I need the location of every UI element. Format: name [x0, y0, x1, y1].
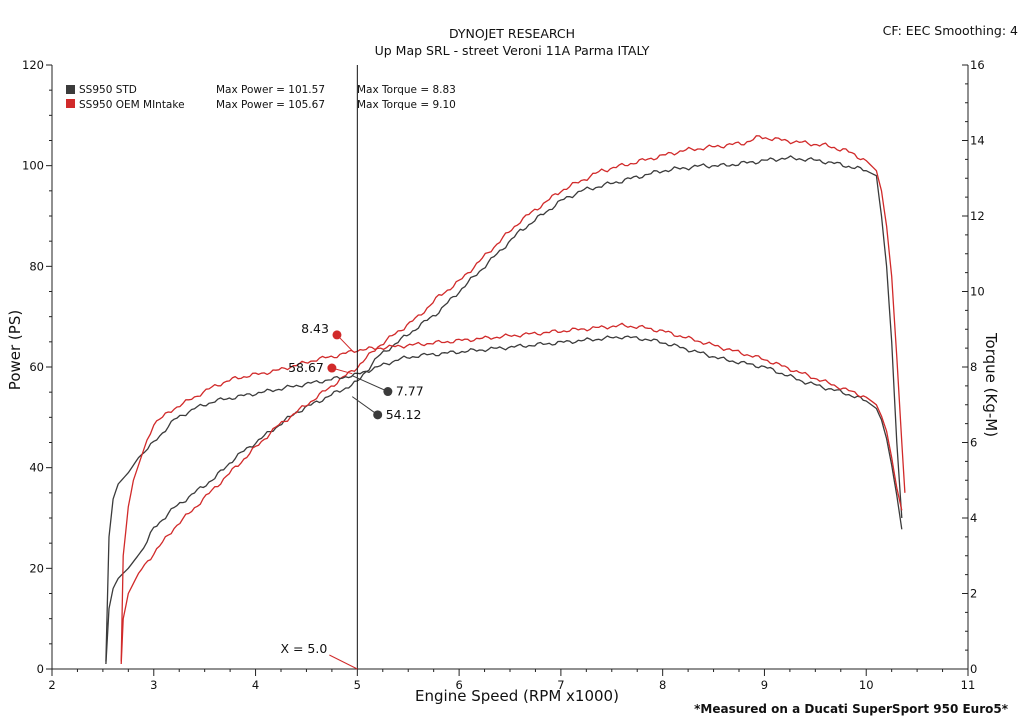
chart-title: DYNOJET RESEARCH	[449, 26, 575, 41]
y-left-tick-label: 100	[22, 159, 44, 173]
annotation-marker	[383, 387, 393, 397]
x-axis-label: Engine Speed (RPM x1000)	[415, 687, 619, 705]
x-tick-label: 5	[354, 678, 361, 692]
legend-swatch-oem	[66, 99, 75, 108]
y-right-tick-label: 12	[970, 209, 985, 223]
y-left-tick-label: 60	[29, 360, 44, 374]
chart-subtitle: Up Map SRL - street Veroni 11A Parma ITA…	[375, 43, 650, 58]
x-tick-label: 7	[557, 678, 564, 692]
legend-name-oem: SS950 OEM MIntake	[79, 99, 185, 111]
y-right-tick-label: 8	[970, 360, 977, 374]
axes	[51, 65, 969, 670]
y-left-tick-label: 0	[37, 662, 44, 676]
y-left-axis-label: Power (PS)	[6, 310, 24, 390]
x-tick-label: 3	[150, 678, 157, 692]
legend-swatch-std	[66, 85, 75, 94]
cursor-label: X = 5.0	[280, 641, 327, 656]
x-tick-label: 9	[761, 678, 768, 692]
y-left-tick-label: 80	[29, 259, 44, 273]
y-right-tick-label: 0	[970, 662, 977, 676]
x-tick-label: 8	[659, 678, 666, 692]
x-ticks: 2 3 4 5 6 7 8 9 10 11	[48, 669, 975, 692]
cursor-layer: X = 5.0	[280, 65, 358, 670]
series-line-std-torque	[105, 335, 903, 662]
x-tick-label: 10	[859, 678, 874, 692]
legend-max-torque-std: Max Torque = 8.83	[357, 84, 456, 96]
y-right-tick-label: 6	[970, 436, 977, 450]
legend-max-torque-oem: Max Torque = 9.10	[357, 99, 456, 111]
annotation-label: 54.12	[386, 407, 422, 422]
annotation-marker	[327, 363, 337, 373]
y-right-tick-label: 14	[970, 134, 985, 148]
legend-max-power-oem: Max Power = 105.67	[216, 99, 325, 111]
y-right-tick-label: 16	[970, 58, 985, 72]
series-line-oem-torque	[120, 322, 903, 662]
legend-max-power-std: Max Power = 101.57	[216, 84, 325, 96]
y-left-tick-label: 120	[22, 58, 44, 72]
x-tick-label: 2	[48, 678, 55, 692]
y-left-ticks: 0 20 40 60 80 100 120	[22, 58, 52, 676]
annotation-marker	[332, 330, 342, 340]
annotation-label: 7.77	[396, 384, 424, 399]
annotation-marker	[373, 410, 383, 420]
settings-label: CF: EEC Smoothing: 4	[883, 23, 1018, 38]
x-tick-label: 6	[455, 678, 462, 692]
y-right-ticks: 0 2 4 6 8 10 12 14 16	[962, 58, 985, 676]
annotation-layer: 8.43 58.67 7.77 54.12	[288, 321, 424, 422]
annotation-leader	[352, 375, 389, 392]
y-left-tick-label: 20	[29, 561, 44, 575]
y-right-tick-label: 4	[970, 511, 977, 525]
footnote: *Measured on a Ducati SuperSport 950 Eur…	[694, 702, 1009, 716]
y-right-tick-label: 10	[970, 285, 985, 299]
series-line-oem-power	[120, 135, 906, 665]
series-layer	[105, 135, 906, 665]
y-left-tick-label: 40	[29, 461, 44, 475]
legend: SS950 STD Max Power = 101.57 Max Torque …	[66, 84, 456, 111]
annotation-label: 8.43	[301, 321, 329, 336]
x-tick-label: 11	[961, 678, 976, 692]
x-tick-label: 4	[252, 678, 259, 692]
cursor-pointer-line	[329, 654, 358, 670]
y-right-tick-label: 2	[970, 587, 977, 601]
series-line-std-power	[105, 155, 903, 665]
annotation-label: 58.67	[288, 360, 324, 375]
legend-name-std: SS950 STD	[79, 84, 137, 96]
annotation-leader	[351, 396, 378, 416]
y-right-axis-label: Torque (Kg-M)	[982, 332, 1000, 437]
